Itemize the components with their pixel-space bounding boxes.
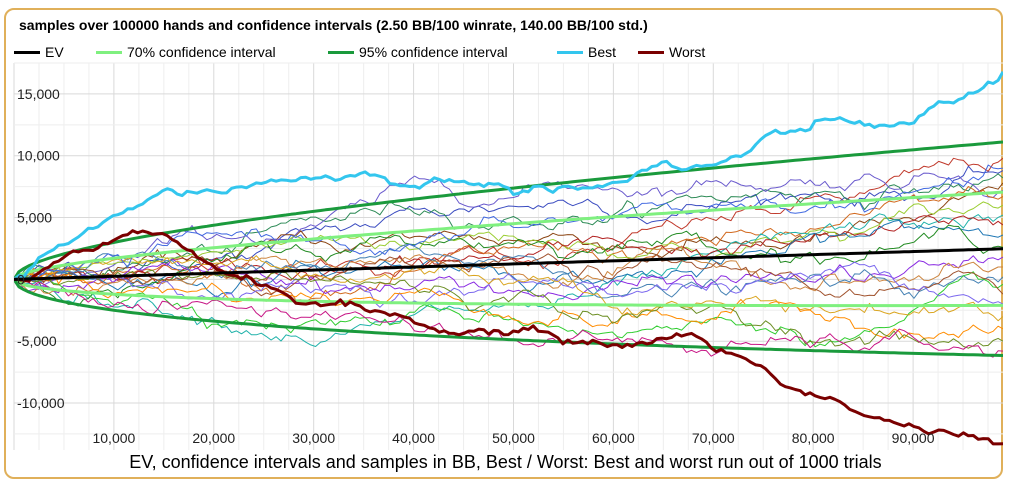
legend-label: 95% confidence interval bbox=[359, 44, 508, 60]
y-tick-label: 15,000 bbox=[17, 86, 60, 102]
x-tick-label: 60,000 bbox=[592, 430, 635, 446]
sample-trial-line bbox=[14, 269, 1003, 349]
sample-trial-line bbox=[14, 172, 1003, 288]
x-tick-label: 20,000 bbox=[192, 430, 235, 446]
sample-trial-line bbox=[14, 224, 1003, 307]
sample-trial-line bbox=[14, 255, 1003, 322]
best-line bbox=[14, 70, 1003, 281]
x-tick-label: 40,000 bbox=[392, 430, 435, 446]
x-tick-label: 90,000 bbox=[892, 430, 935, 446]
legend-swatch bbox=[96, 51, 122, 54]
x-tick-label: 80,000 bbox=[792, 430, 835, 446]
sample-trial-line bbox=[14, 253, 1003, 298]
legend-swatch bbox=[638, 51, 664, 54]
ci95-upper-line bbox=[14, 140, 1003, 281]
legend-label: 70% confidence interval bbox=[127, 44, 276, 60]
sample-trial-line bbox=[14, 271, 1003, 348]
legend-label: Worst bbox=[669, 44, 706, 60]
legend-label: Best bbox=[588, 44, 617, 60]
legend-label: EV bbox=[45, 44, 64, 60]
ci95-lower-line bbox=[14, 278, 1003, 357]
ci70-lower-line bbox=[14, 278, 1003, 308]
chart-caption: EV, confidence intervals and samples in … bbox=[129, 452, 882, 472]
ci70-upper-line bbox=[14, 190, 1003, 281]
y-tick-label: 10,000 bbox=[17, 148, 60, 164]
y-tick-label: -10,000 bbox=[17, 395, 65, 411]
ev-line bbox=[14, 247, 1003, 281]
worst-line bbox=[14, 229, 1003, 446]
sample-trial-line bbox=[14, 245, 1003, 296]
x-tick-label: 10,000 bbox=[92, 430, 135, 446]
sample-trial-line bbox=[14, 173, 1003, 280]
x-tick-label: 50,000 bbox=[492, 430, 535, 446]
y-tick-label: 0 bbox=[17, 271, 25, 287]
legend-swatch bbox=[14, 51, 40, 54]
x-tick-label: 30,000 bbox=[292, 430, 335, 446]
sample-trial-line bbox=[14, 186, 1003, 303]
x-tick-label: 70,000 bbox=[692, 430, 735, 446]
legend-swatch bbox=[557, 51, 583, 54]
y-tick-label: -5,000 bbox=[17, 333, 57, 349]
sample-trial-line bbox=[14, 261, 1003, 308]
sample-trial-line bbox=[14, 182, 1003, 282]
legend-swatch bbox=[328, 51, 354, 54]
sample-trial-line bbox=[14, 255, 1003, 301]
series-group bbox=[14, 70, 1003, 446]
y-tick-label: 5,000 bbox=[17, 210, 52, 226]
sample-trial-line bbox=[14, 272, 1003, 339]
sample-trial-line bbox=[14, 201, 1003, 282]
chart-title: samples over 100000 hands and confidence… bbox=[19, 17, 648, 33]
